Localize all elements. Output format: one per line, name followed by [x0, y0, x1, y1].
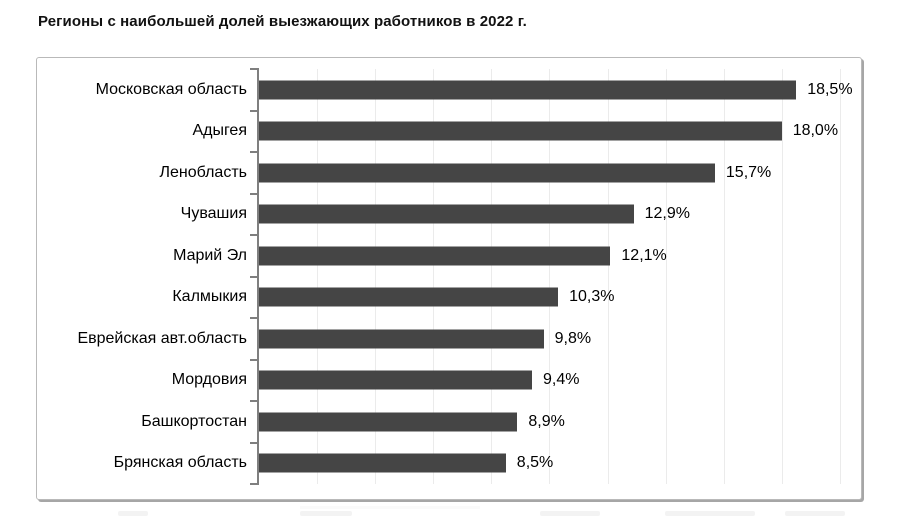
- category-label-2: Адыгея: [192, 122, 247, 140]
- gridline: [433, 69, 435, 484]
- plot-area: 18,5% 18,0% 15,7% 12,9% 12,1% 10,3% 9,8% 9,4% 8,…: [250, 68, 863, 485]
- axis-tick: [250, 358, 259, 361]
- value-label-5: 12,1%: [621, 246, 667, 264]
- value-label-1: 18,5%: [807, 80, 853, 98]
- value-label-8: 9,4%: [543, 371, 580, 389]
- cropped-text-fragment: [540, 511, 600, 516]
- axis-tick: [250, 68, 259, 70]
- gridline: [317, 69, 319, 484]
- category-axis-labels: Московская область Адыгея Ленобласть Чуваши…: [43, 69, 247, 484]
- value-label-6: 10,3%: [569, 288, 615, 306]
- category-label-4: Чувашия: [180, 205, 247, 223]
- bar-10: [259, 453, 506, 473]
- axis-tick: [250, 483, 259, 485]
- cropped-text-fragment: [665, 511, 755, 516]
- bar-5: [259, 246, 611, 266]
- chart-title: Регионы с наибольшей долей выезжающих ра…: [38, 13, 527, 30]
- value-label-3: 15,7%: [725, 163, 772, 181]
- axis-tick: [250, 109, 259, 112]
- category-label-3: Ленобласть: [159, 163, 247, 181]
- cropped-text-fragment: [300, 511, 352, 516]
- value-label-7: 9,8%: [554, 329, 592, 347]
- value-label-2: 18,0%: [792, 122, 839, 140]
- bar-8: [259, 370, 532, 390]
- cropped-text-fragment: [785, 511, 845, 516]
- axis-tick: [250, 441, 259, 444]
- value-label-9: 8,9%: [528, 412, 565, 430]
- category-label-7: Еврейская авт.область: [77, 329, 247, 347]
- bar-9: [259, 412, 518, 432]
- gridline: [549, 69, 551, 484]
- category-label-9: Башкортостан: [141, 412, 247, 430]
- category-label-8: Мордовия: [171, 371, 247, 389]
- value-label-10: 8,5%: [516, 454, 554, 472]
- gridline: [839, 69, 841, 484]
- bar-2: [259, 121, 782, 141]
- gridline: [665, 69, 667, 484]
- gridline: [491, 69, 493, 484]
- bar-6: [259, 287, 559, 307]
- category-label-1: Московская область: [95, 80, 247, 98]
- axis-tick: [250, 275, 259, 278]
- axis-tick: [250, 317, 259, 319]
- gridline: [607, 69, 609, 484]
- category-label-10: Брянская область: [113, 454, 247, 472]
- gridline: [723, 69, 725, 484]
- bar-4: [259, 204, 634, 224]
- bar-1: [259, 80, 797, 100]
- category-label-5: Марий Эл: [173, 246, 247, 264]
- category-label-6: Калмыкия: [172, 288, 247, 306]
- bar-3: [259, 163, 715, 183]
- axis-tick: [250, 234, 259, 236]
- axis-tick: [250, 151, 259, 153]
- gridline: [375, 69, 377, 484]
- bar-7: [259, 329, 544, 349]
- cropped-text-artifact: [0, 506, 900, 519]
- cropped-text-fragment: [300, 506, 480, 509]
- axis-tick: [250, 400, 259, 402]
- cropped-text-fragment: [118, 511, 148, 516]
- gridline: [781, 69, 783, 484]
- axis-tick: [250, 192, 259, 195]
- value-label-4: 12,9%: [644, 205, 690, 223]
- chart-frame: Московская область Адыгея Ленобласть Чуваши…: [36, 57, 862, 500]
